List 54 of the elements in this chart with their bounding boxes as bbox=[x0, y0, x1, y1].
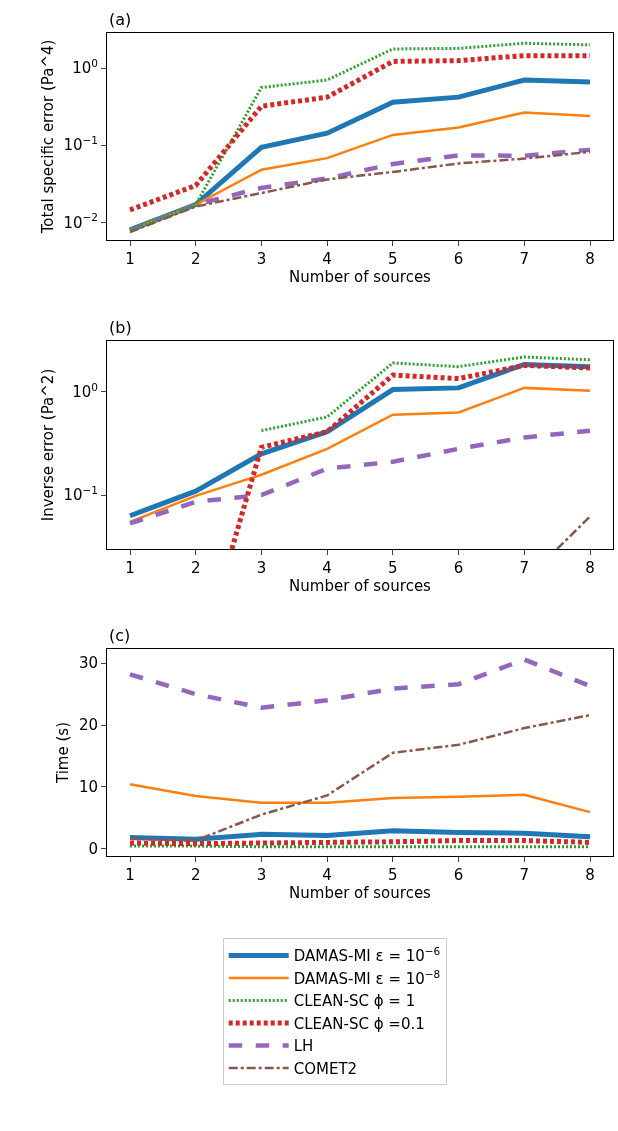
x-tick-label: 2 bbox=[190, 866, 201, 884]
x-tick-label: 1 bbox=[125, 866, 135, 884]
legend-label: COMET2 bbox=[293, 1059, 358, 1078]
x-axis-title: Number of sources bbox=[289, 577, 432, 595]
x-tick-label: 4 bbox=[322, 866, 332, 884]
x-tick-label: 5 bbox=[388, 559, 398, 577]
x-tick-label: 5 bbox=[388, 250, 398, 268]
chart-title: (c) bbox=[109, 626, 131, 645]
x-tick-label: 1 bbox=[125, 250, 135, 268]
y-axis-title: Time (s) bbox=[54, 722, 73, 784]
x-tick-label: 2 bbox=[190, 559, 201, 577]
y-tick-label: 10$^{−1}$ bbox=[63, 134, 98, 155]
x-tick-label: 1 bbox=[125, 559, 135, 577]
x-tick-label: 8 bbox=[585, 866, 595, 884]
x-tick-label: 8 bbox=[585, 250, 595, 268]
line-series bbox=[128, 713, 592, 842]
line-series bbox=[127, 428, 593, 526]
x-tick-label: 3 bbox=[256, 559, 267, 577]
x-tick-label: 7 bbox=[519, 866, 530, 884]
legend-label: CLEAN-SC ϕ =0.1 bbox=[293, 1014, 425, 1033]
x-tick-label: 6 bbox=[453, 559, 464, 577]
x-tick-label: 2 bbox=[190, 250, 201, 268]
legend-label: LH bbox=[293, 1037, 314, 1056]
x-tick-label: 7 bbox=[519, 250, 530, 268]
line-series bbox=[128, 783, 592, 814]
legend-label: DAMAS-MI ε = 10$^{−6}$ bbox=[293, 945, 441, 966]
y-tick-label: 10 bbox=[78, 778, 98, 797]
x-tick-label: 3 bbox=[256, 250, 267, 268]
y-axis-title: Total specific error (Pa^4) bbox=[38, 39, 57, 235]
x-axis-title: Number of sources bbox=[289, 268, 432, 286]
x-tick-label: 8 bbox=[585, 559, 595, 577]
line-series bbox=[128, 41, 592, 232]
x-tick-label: 6 bbox=[453, 866, 464, 884]
x-tick-label: 3 bbox=[256, 866, 267, 884]
x-axis-title: Number of sources bbox=[289, 884, 432, 902]
y-tick-label: 10$^{−2}$ bbox=[63, 211, 98, 232]
line-series bbox=[128, 386, 592, 524]
y-axis-title: Inverse error (Pa^2) bbox=[38, 368, 57, 522]
x-tick-label: 5 bbox=[388, 866, 398, 884]
x-tick-label: 6 bbox=[453, 250, 464, 268]
y-tick-label: 20 bbox=[78, 716, 98, 735]
y-tick-label: 30 bbox=[78, 654, 98, 673]
x-tick-label: 4 bbox=[322, 559, 332, 577]
line-series bbox=[259, 355, 592, 433]
chart-title: (a) bbox=[109, 10, 132, 29]
legend-label: DAMAS-MI ε = 10$^{−8}$ bbox=[293, 967, 441, 988]
y-tick-label: 10$^{−1}$ bbox=[63, 483, 98, 505]
chart-title: (b) bbox=[109, 318, 132, 337]
x-tick-label: 4 bbox=[322, 250, 332, 268]
x-tick-label: 7 bbox=[519, 559, 530, 577]
legend-label: CLEAN-SC ϕ = 1 bbox=[293, 992, 416, 1011]
y-tick-label: 0 bbox=[88, 839, 98, 858]
y-tick-label: 10$^{0}$ bbox=[72, 380, 98, 401]
y-tick-label: 10$^{0}$ bbox=[72, 57, 98, 78]
